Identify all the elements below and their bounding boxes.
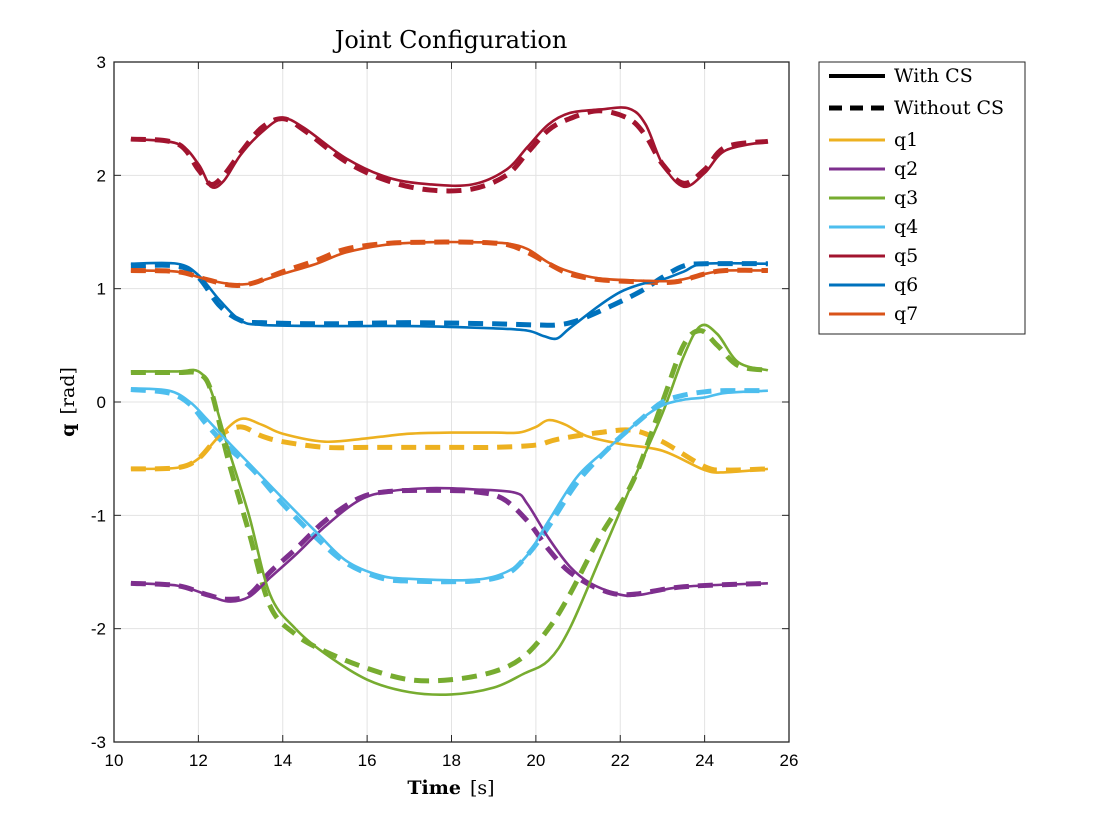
legend: With CS Without CS q1 q2 q3 q4 q5 q6 q7 <box>818 61 1026 335</box>
y-axis-label-unit: [rad] <box>57 367 79 414</box>
y-tick-label: -1 <box>91 506 106 525</box>
y-tick-label: 0 <box>97 393 106 412</box>
x-tick-label: 22 <box>611 751 630 770</box>
chart-title: Joint Configuration <box>332 26 568 54</box>
series-q3-without-cs <box>130 328 769 684</box>
x-tick-label: 14 <box>273 751 292 770</box>
series-q2-with-cs <box>130 486 768 603</box>
series-q2-without-cs <box>130 487 769 602</box>
legend-series-entries: q1 q2 q3 q4 q5 q6 q7 <box>829 129 918 325</box>
x-tick-label: 16 <box>358 751 377 770</box>
legend-label-with-cs: With CS <box>894 65 973 87</box>
series-q6-without-cs <box>130 261 768 328</box>
x-axis-label-unit: [s] <box>470 777 495 799</box>
y-tick-label: 3 <box>97 53 106 72</box>
legend-label-without-cs: Without CS <box>894 97 1004 119</box>
y-tick-label: -2 <box>91 620 106 639</box>
y-axis-label: q [rad] <box>57 367 79 437</box>
legend-label-q2: q2 <box>894 158 918 180</box>
series-q4-with-cs <box>130 387 768 582</box>
legend-label-q4: q4 <box>894 216 918 238</box>
series-q1-with-cs <box>130 417 769 474</box>
series-q7-with-cs <box>130 240 768 286</box>
x-tick-label: 12 <box>189 751 208 770</box>
data-series <box>130 106 769 697</box>
legend-label-q3: q3 <box>894 187 918 209</box>
y-tick-label: 2 <box>97 166 106 185</box>
legend-label-q6: q6 <box>894 274 918 296</box>
legend-label-q5: q5 <box>894 245 918 267</box>
legend-label-q7: q7 <box>894 303 918 325</box>
y-tick-label: 1 <box>97 280 106 299</box>
x-tick-label: 26 <box>780 751 799 770</box>
x-tick-label: 18 <box>442 751 461 770</box>
x-axis-label-name: Time <box>407 777 461 799</box>
y-axis-label-name: q <box>57 424 79 437</box>
legend-label-q1: q1 <box>894 129 918 151</box>
x-tick-label: 24 <box>695 751 714 770</box>
x-tick-label: 10 <box>105 751 124 770</box>
y-tick-label: -3 <box>91 733 106 752</box>
series-q5-with-cs <box>130 106 769 190</box>
x-axis-label: Time [s] <box>407 777 494 799</box>
series-q3-with-cs <box>130 323 769 697</box>
x-tick-label: 20 <box>526 751 545 770</box>
